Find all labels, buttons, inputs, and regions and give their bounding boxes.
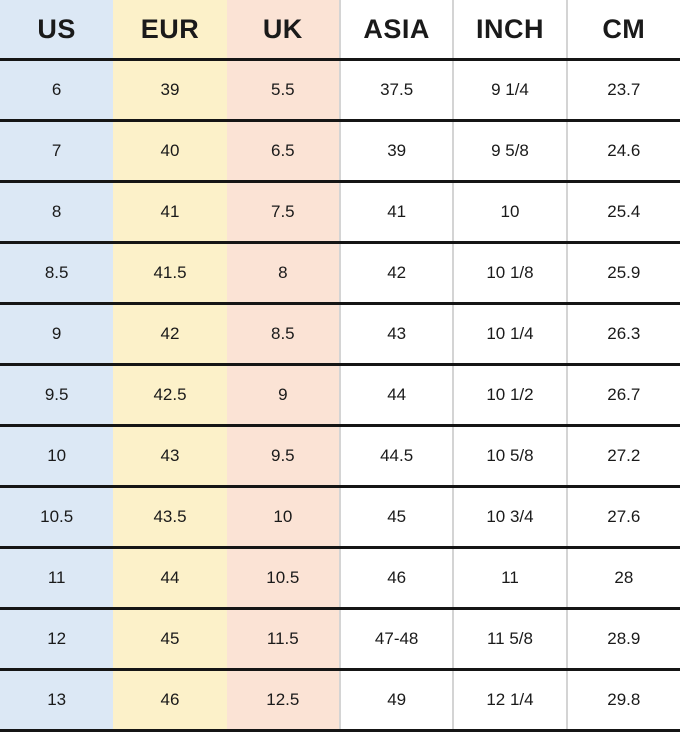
table-row: 8.5 41.5 8 42 10 1/8 25.9 [0, 242, 680, 305]
header-uk: UK [226, 0, 340, 61]
table-cell: 10 1/2 [452, 364, 567, 427]
table-cell: 43 [113, 425, 227, 488]
table-cell: 10 3/4 [452, 486, 567, 549]
table-row: 7 40 6.5 39 9 5/8 24.6 [0, 120, 680, 183]
table-cell: 9 [0, 303, 114, 366]
table-cell: 41.5 [113, 242, 227, 305]
table-cell: 45 [113, 608, 227, 671]
table-cell: 13 [0, 669, 114, 732]
table-cell: 44 [113, 547, 227, 610]
table-cell: 39 [113, 59, 227, 122]
table-cell: 9 [226, 364, 340, 427]
table-cell: 8 [0, 181, 114, 244]
table-cell: 6.5 [226, 120, 340, 183]
table-cell: 40 [113, 120, 227, 183]
table-cell: 10 5/8 [452, 425, 567, 488]
table-cell: 10 [0, 425, 114, 488]
table-cell: 23.7 [565, 59, 680, 122]
table-cell: 8 [226, 242, 340, 305]
table-cell: 42 [338, 242, 454, 305]
header-row: US EUR UK ASIA INCH CM [0, 0, 680, 61]
table-cell: 43.5 [113, 486, 227, 549]
table-cell: 10.5 [0, 486, 114, 549]
table-cell: 11.5 [226, 608, 340, 671]
header-inch: INCH [452, 0, 567, 61]
table-row: 11 44 10.5 46 11 28 [0, 547, 680, 610]
table-cell: 12 1/4 [452, 669, 567, 732]
table-cell: 29.8 [565, 669, 680, 732]
table-cell: 10.5 [226, 547, 340, 610]
table-row: 9.5 42.5 9 44 10 1/2 26.7 [0, 364, 680, 427]
table-cell: 47-48 [338, 608, 454, 671]
table-cell: 5.5 [226, 59, 340, 122]
table-cell: 7.5 [226, 181, 340, 244]
table-cell: 25.4 [565, 181, 680, 244]
table-cell: 26.3 [565, 303, 680, 366]
table-cell: 12 [0, 608, 114, 671]
table-cell: 28.9 [565, 608, 680, 671]
table-cell: 42 [113, 303, 227, 366]
table-cell: 9.5 [226, 425, 340, 488]
table-cell: 6 [0, 59, 114, 122]
table-cell: 25.9 [565, 242, 680, 305]
table-cell: 9 1/4 [452, 59, 567, 122]
table-cell: 11 5/8 [452, 608, 567, 671]
table-cell: 10 1/4 [452, 303, 567, 366]
table-cell: 12.5 [226, 669, 340, 732]
table-cell: 45 [338, 486, 454, 549]
table-cell: 37.5 [338, 59, 454, 122]
table-cell: 27.6 [565, 486, 680, 549]
table-cell: 46 [113, 669, 227, 732]
table-row: 8 41 7.5 41 10 25.4 [0, 181, 680, 244]
table-row: 13 46 12.5 49 12 1/4 29.8 [0, 669, 680, 732]
table-row: 9 42 8.5 43 10 1/4 26.3 [0, 303, 680, 366]
header-eur: EUR [113, 0, 227, 61]
table-row: 10 43 9.5 44.5 10 5/8 27.2 [0, 425, 680, 488]
table-row: 12 45 11.5 47-48 11 5/8 28.9 [0, 608, 680, 671]
table-cell: 10 [226, 486, 340, 549]
table-cell: 41 [338, 181, 454, 244]
header-cm: CM [565, 0, 680, 61]
table-row: 10.5 43.5 10 45 10 3/4 27.6 [0, 486, 680, 549]
header-us: US [0, 0, 114, 61]
table-cell: 24.6 [565, 120, 680, 183]
table-cell: 11 [452, 547, 567, 610]
table-cell: 10 [452, 181, 567, 244]
table-row: 6 39 5.5 37.5 9 1/4 23.7 [0, 59, 680, 122]
table-cell: 26.7 [565, 364, 680, 427]
table-cell: 42.5 [113, 364, 227, 427]
table-cell: 7 [0, 120, 114, 183]
table-cell: 9 5/8 [452, 120, 567, 183]
table-cell: 10 1/8 [452, 242, 567, 305]
table-cell: 44 [338, 364, 454, 427]
table-cell: 41 [113, 181, 227, 244]
table-cell: 43 [338, 303, 454, 366]
table-cell: 49 [338, 669, 454, 732]
table-cell: 27.2 [565, 425, 680, 488]
header-asia: ASIA [338, 0, 454, 61]
table-cell: 8.5 [0, 242, 114, 305]
table-cell: 11 [0, 547, 114, 610]
table-cell: 46 [338, 547, 454, 610]
table-cell: 9.5 [0, 364, 114, 427]
table-cell: 44.5 [338, 425, 454, 488]
table-cell: 39 [338, 120, 454, 183]
table-cell: 28 [565, 547, 680, 610]
table-cell: 8.5 [226, 303, 340, 366]
